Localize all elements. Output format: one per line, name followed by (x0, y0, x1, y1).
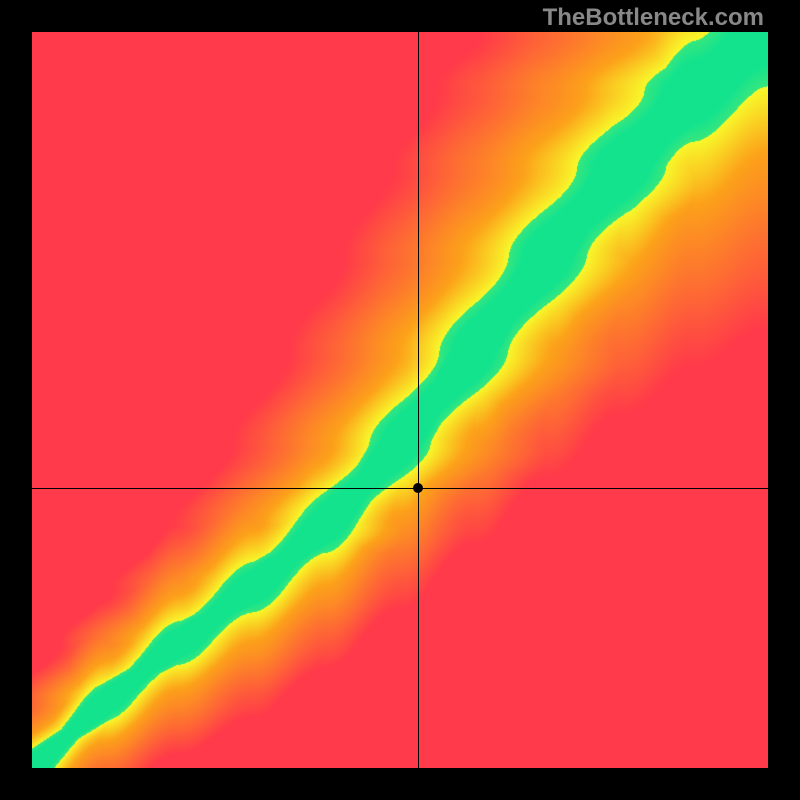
heatmap-canvas (32, 32, 768, 768)
watermark-text: TheBottleneck.com (543, 4, 764, 32)
crosshair-vertical (418, 32, 419, 768)
bottleneck-heatmap-chart: TheBottleneck.com (0, 0, 800, 800)
crosshair-horizontal (32, 488, 768, 489)
